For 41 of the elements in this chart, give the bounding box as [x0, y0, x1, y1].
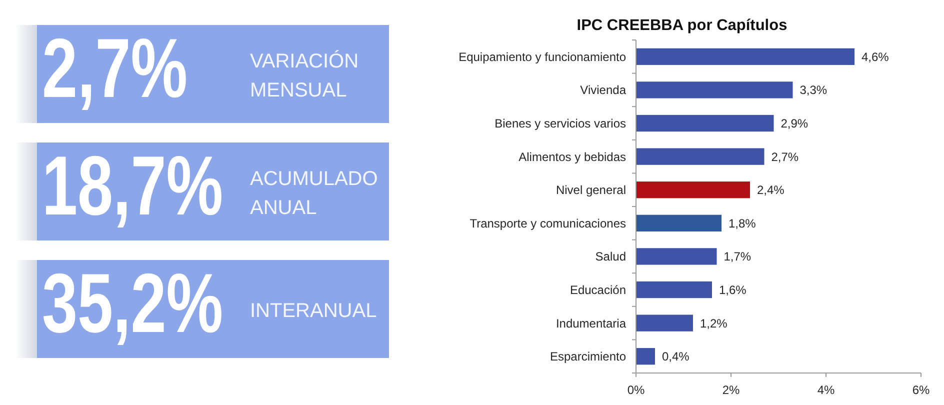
data-label: 4,6% [862, 50, 890, 64]
data-label: 1,7% [724, 250, 752, 264]
data-label: 1,6% [719, 282, 747, 297]
x-tick-label: 6% [912, 383, 930, 397]
bar [636, 48, 854, 65]
bar [636, 314, 693, 332]
bar [636, 348, 655, 365]
text: 35,2% [42, 255, 223, 350]
y-tick-label: Vivienda [580, 83, 626, 98]
y-tick-label: Educación [570, 282, 626, 297]
category-label: VARIACIÓN MENSUAL [250, 50, 359, 102]
y-tick-label: Indumentaria [556, 316, 626, 330]
bar [636, 281, 712, 298]
chart-title: IPC CREEBBA por Capítulos [576, 17, 788, 34]
y-tick-label: Nivel general [556, 183, 626, 198]
category-label: INTERANUAL [250, 300, 377, 322]
y-tick-label: Salud [595, 250, 626, 264]
text: 2,7% [42, 20, 188, 116]
y-tick-label: Equipamiento y funcionamiento [458, 50, 626, 64]
bar [636, 248, 717, 265]
x-tick-label: 2% [722, 383, 740, 397]
data-label: 3,3% [800, 83, 828, 98]
bar [636, 182, 750, 198]
data-label: 2,7% [771, 150, 799, 164]
y-tick-label: Transporte y comunicaciones [470, 216, 626, 230]
data-label: 2,9% [780, 116, 808, 130]
y-tick-label: Alimentos y bebidas [518, 150, 626, 164]
text: 18,7% [42, 138, 223, 233]
category-label: ACUMULADO ANUAL [250, 168, 378, 219]
bar [636, 82, 793, 98]
y-tick-label: Esparcimiento [550, 350, 626, 364]
y-tick-label: Bienes y servicios varios [494, 116, 626, 130]
data-label: 2,4% [757, 183, 785, 198]
x-tick-label: 4% [817, 383, 835, 397]
data-label: 1,2% [700, 316, 728, 330]
bar [636, 114, 774, 132]
x-tick-label: 0% [627, 383, 645, 397]
bar [636, 148, 764, 165]
data-label: 0,4% [662, 350, 690, 364]
data-label: 1,8% [728, 216, 756, 230]
bar [636, 214, 722, 232]
